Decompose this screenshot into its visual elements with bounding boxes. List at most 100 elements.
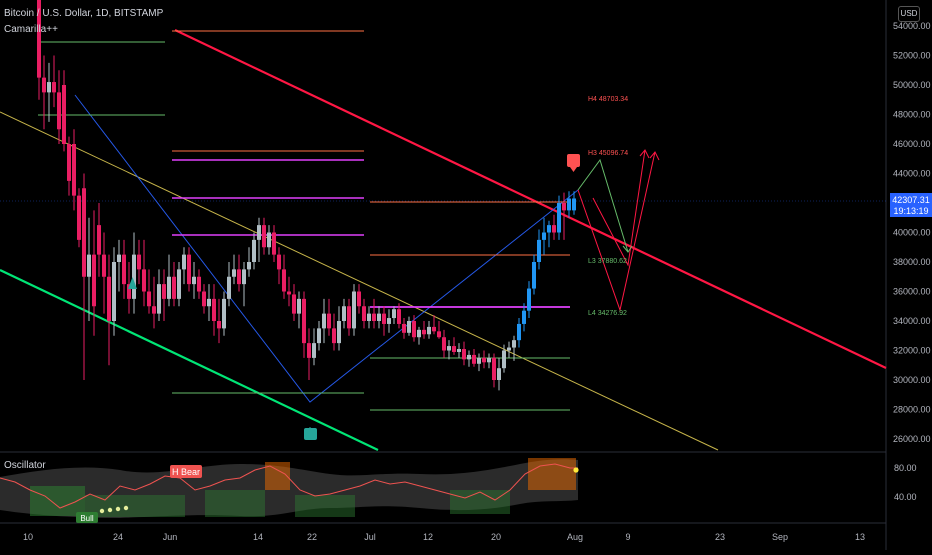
candle-body: [342, 306, 346, 321]
candle: [452, 337, 456, 355]
osc-line: [0, 463, 578, 509]
candle: [502, 344, 506, 373]
candle-body: [257, 225, 261, 240]
candle-body: [57, 92, 61, 130]
candle-body: [122, 254, 126, 285]
green-trendline[interactable]: [0, 269, 379, 451]
osc-bull-zone: [295, 495, 355, 517]
oscillator-title[interactable]: Oscillator: [4, 460, 46, 471]
candle-body: [262, 225, 266, 248]
candle-body: [307, 343, 311, 358]
price-axis-tick: 48000.00: [893, 110, 931, 120]
price-axis-tick: 52000.00: [893, 51, 931, 61]
candle-body: [332, 328, 336, 344]
candle: [272, 225, 276, 262]
candle: [347, 298, 351, 336]
candle-body: [42, 77, 46, 93]
candle: [447, 340, 451, 360]
osc-axis-tick: 80.00: [894, 463, 917, 473]
candle-body: [347, 306, 351, 329]
price-axis-tick: 34000.00: [893, 316, 931, 326]
candle: [512, 335, 516, 361]
candle: [97, 203, 101, 277]
candle-body: [442, 337, 446, 351]
price-axis-tick: 38000.00: [893, 257, 931, 267]
candle-body: [417, 329, 421, 338]
projection-red-path: [577, 151, 656, 312]
candle: [417, 326, 421, 345]
candle: [297, 291, 301, 329]
candle: [342, 298, 346, 329]
candle: [62, 70, 66, 152]
time-axis-tick: 23: [715, 532, 725, 542]
bear-signal-label: H Bear: [172, 467, 200, 477]
red-trendline[interactable]: [174, 29, 887, 369]
candle: [52, 55, 56, 108]
candle-body: [82, 188, 86, 277]
candle-body: [372, 313, 376, 321]
candle: [72, 129, 76, 211]
candle: [102, 232, 106, 314]
price-axis-tick: 26000.00: [893, 434, 931, 444]
candle: [557, 195, 561, 240]
buy-signal-icon[interactable]: [304, 427, 317, 440]
candle-body: [357, 291, 361, 307]
candle: [237, 254, 241, 292]
yellow-trendline[interactable]: [0, 111, 719, 451]
candle-body: [457, 349, 461, 352]
candle: [92, 210, 96, 336]
candle: [232, 254, 236, 285]
price-axis-tick: 54000.00: [893, 21, 931, 31]
sell-signal-icon[interactable]: [567, 154, 580, 172]
candle-body: [352, 291, 356, 329]
candle-body: [497, 368, 501, 380]
osc-dot: [115, 506, 121, 512]
time-axis-tick: 9: [625, 532, 630, 542]
candle: [367, 306, 371, 329]
time-axis[interactable]: 10 24 Jun 14 22 Jul 12 20 Aug 9 23 Sep 13: [23, 532, 865, 542]
candle: [507, 341, 511, 358]
candle: [112, 247, 116, 336]
h4-label: H4 48703.34: [588, 96, 628, 103]
arrowhead-icon: [649, 151, 660, 161]
candle: [307, 328, 311, 380]
candle-body: [177, 269, 181, 299]
price-axis[interactable]: 54000.00 52000.00 50000.00 48000.00 46000.00…: [893, 21, 931, 444]
candle: [57, 70, 61, 144]
candle-body: [522, 310, 526, 324]
candle-body: [67, 144, 71, 181]
osc-dot: [107, 507, 113, 513]
candle: [562, 192, 566, 240]
symbol-title[interactable]: Bitcoin / U.S. Dollar, 1D, BITSTAMP: [4, 8, 164, 19]
candle: [322, 298, 326, 344]
candle: [422, 321, 426, 339]
candle: [372, 298, 376, 329]
candle: [497, 357, 501, 391]
candle-body: [97, 225, 101, 255]
candle: [147, 269, 151, 314]
candle-body: [92, 254, 96, 307]
indicator-name[interactable]: Camarilla++: [4, 24, 58, 35]
candle-body: [242, 269, 246, 285]
blue-wave-lines[interactable]: [74, 94, 579, 403]
candle-body: [167, 276, 171, 299]
currency-button[interactable]: USD: [898, 6, 920, 22]
candlestick-series[interactable]: [37, 0, 576, 391]
candle-body: [552, 225, 556, 233]
projection-red-path-2: [592, 149, 646, 267]
candle: [292, 284, 296, 321]
candle-body: [207, 298, 211, 307]
l3-label: L3 37880.62: [588, 258, 627, 265]
candle: [257, 217, 261, 262]
candle: [312, 328, 316, 366]
candle: [392, 306, 396, 324]
candle: [482, 350, 486, 369]
current-price-value: 42307.31: [892, 195, 930, 205]
oscillator-pane[interactable]: H Bear Bull: [0, 458, 579, 523]
candle-body: [407, 321, 411, 333]
candle-body: [387, 318, 391, 324]
candle-body: [437, 331, 441, 338]
